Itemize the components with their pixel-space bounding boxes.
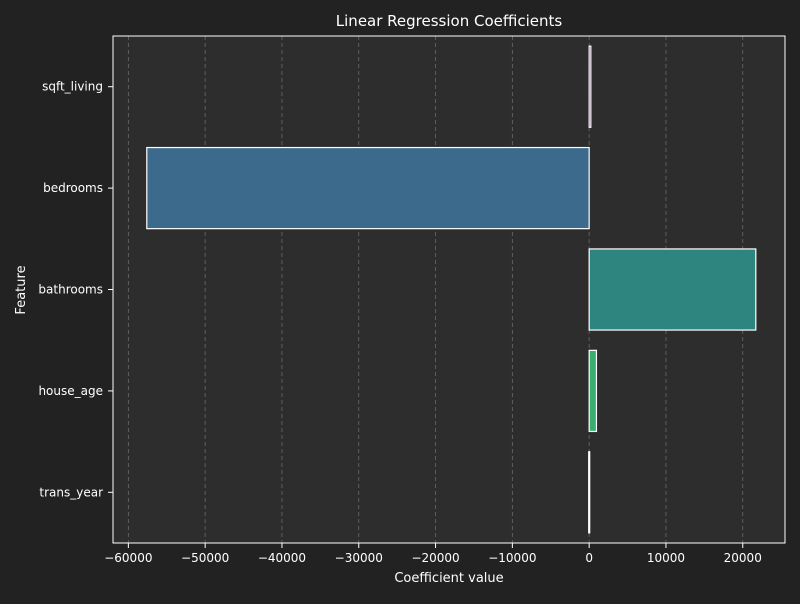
- x-tick-label: −60000: [104, 551, 152, 565]
- y-tick-label: house_age: [38, 384, 103, 398]
- x-tick-label: −20000: [411, 551, 459, 565]
- x-tick-label: −40000: [258, 551, 306, 565]
- y-tick-label: trans_year: [39, 485, 103, 499]
- x-tick-label: −10000: [488, 551, 536, 565]
- bars: [146, 45, 757, 534]
- x-axis-label: Coefficient value: [394, 571, 503, 586]
- bar-trans_year: [588, 451, 591, 534]
- y-tick-label: bedrooms: [43, 181, 103, 195]
- x-tick-label: 0: [585, 551, 593, 565]
- y-axis-label: Feature: [14, 265, 29, 314]
- bar-sqft_living: [588, 45, 592, 128]
- x-tick-label: −30000: [335, 551, 383, 565]
- x-tick-label: 20000: [724, 551, 762, 565]
- bar-bedrooms: [146, 146, 590, 230]
- y-axis-ticks: sqft_living bedrooms bathrooms house_agetra…: [38, 80, 113, 499]
- chart-title: Linear Regression Coefficients: [336, 12, 563, 30]
- y-tick-label: bathrooms: [38, 283, 103, 297]
- x-tick-label: −50000: [181, 551, 229, 565]
- y-tick-label: sqft_living: [42, 80, 103, 94]
- x-axis-ticks: −60000 −50000 −40000 −30000 −20000 −10000 0 100…: [104, 543, 762, 565]
- x-tick-label: 10000: [647, 551, 685, 565]
- bar-house_age: [588, 349, 598, 433]
- bar-bathrooms: [588, 248, 757, 331]
